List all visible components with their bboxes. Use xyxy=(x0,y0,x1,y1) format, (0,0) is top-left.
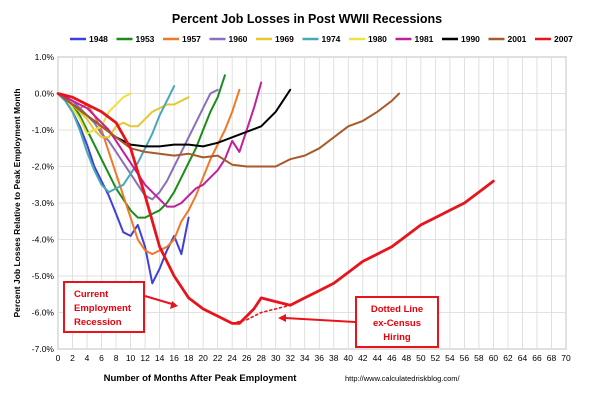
y-tick-labels: 1.0% 0.0% -1.0% -2.0% -3.0% -4.0% -5.0% -6.0% -7… xyxy=(32,52,55,354)
annotation-text-current-3: Recession xyxy=(74,317,122,328)
x-tick-label: 4 xyxy=(85,353,90,363)
x-tick-label: 20 xyxy=(198,353,208,363)
x-tick-label: 42 xyxy=(358,353,368,363)
x-tick-label: 6 xyxy=(99,353,104,363)
x-tick-label: 26 xyxy=(242,353,252,363)
x-tick-label: 32 xyxy=(285,353,295,363)
x-tick-label: 18 xyxy=(184,353,194,363)
annotation-arrow-current xyxy=(144,295,173,305)
legend-label: 1948 xyxy=(89,34,108,44)
annotation-arrowhead-current xyxy=(170,301,178,309)
legend-label: 1974 xyxy=(322,34,341,44)
x-tick-label: 46 xyxy=(387,353,397,363)
x-tick-label: 16 xyxy=(169,353,179,363)
series-line-1948 xyxy=(57,92,190,285)
legend-label: 2007 xyxy=(554,34,573,44)
x-tick-label: 54 xyxy=(445,353,455,363)
x-axis-title: Number of Months After Peak Employment xyxy=(104,373,298,384)
legend-label: 1981 xyxy=(415,34,434,44)
y-tick-label: -3.0% xyxy=(32,198,55,208)
series-line-1974 xyxy=(57,85,176,194)
y-tick-label: 0.0% xyxy=(35,89,55,99)
annotation-ex-census: Dotted Line ex-Census Hiring xyxy=(278,296,439,348)
x-tick-label: 68 xyxy=(547,353,557,363)
y-tick-label: -6.0% xyxy=(32,308,55,318)
annotation-box-current xyxy=(63,281,145,333)
x-tick-label: 38 xyxy=(329,353,339,363)
legend-label: 1980 xyxy=(368,34,387,44)
legend: 1948 1953 1957 1960 1969 1974 1980 1981 1990 2001… xyxy=(70,34,573,44)
annotation-text-census-3: Hiring xyxy=(383,332,411,343)
series-line-1981 xyxy=(57,81,263,208)
x-tick-labels: 0 2 4 6 8 10 12 14 16 18 20 22 24 26 28 30 32 34 36 38 40 42 4… xyxy=(56,353,571,363)
x-tick-label: 2 xyxy=(70,353,75,363)
x-tick-label: 52 xyxy=(431,353,441,363)
series-lines xyxy=(56,74,495,325)
legend-label: 1969 xyxy=(275,34,294,44)
annotation-box-census xyxy=(355,296,439,348)
source-credit: http://www.calculatedriskblog.com/ xyxy=(345,374,461,383)
chart-title: Percent Job Losses in Post WWII Recessio… xyxy=(172,12,442,26)
x-tick-label: 10 xyxy=(126,353,136,363)
annotation-text-census-2: ex-Census xyxy=(373,318,421,329)
x-tick-label: 12 xyxy=(140,353,150,363)
x-tick-label: 60 xyxy=(489,353,499,363)
series-line-1980 xyxy=(57,92,132,135)
x-tick-label: 34 xyxy=(300,353,310,363)
y-tick-label: -4.0% xyxy=(32,235,55,245)
x-tick-label: 24 xyxy=(227,353,237,363)
x-tick-label: 48 xyxy=(402,353,412,363)
legend-label: 1960 xyxy=(229,34,248,44)
y-tick-label: -1.0% xyxy=(32,125,55,135)
legend-label: 1990 xyxy=(461,34,480,44)
annotation-text-census-1: Dotted Line xyxy=(371,304,423,315)
x-tick-label: 64 xyxy=(518,353,528,363)
x-tick-label: 44 xyxy=(373,353,383,363)
y-tick-label: 1.0% xyxy=(35,52,55,62)
annotation-current-recession: Current Employment Recession xyxy=(63,281,178,333)
x-tick-label: 70 xyxy=(561,353,571,363)
legend-label: 1957 xyxy=(182,34,201,44)
x-tick-label: 62 xyxy=(503,353,513,363)
x-tick-label: 50 xyxy=(416,353,426,363)
y-tick-label: -5.0% xyxy=(32,271,55,281)
x-tick-label: 0 xyxy=(56,353,61,363)
annotation-text-current-1: Current xyxy=(74,289,109,300)
x-tick-label: 66 xyxy=(532,353,542,363)
series-line-2007 xyxy=(56,92,495,325)
series-line-2007-ex-census xyxy=(231,304,292,325)
series-line-2001 xyxy=(57,92,401,168)
legend-label: 2001 xyxy=(508,34,527,44)
series-line-1969 xyxy=(57,92,190,139)
annotation-arrowhead-census xyxy=(278,314,286,322)
x-tick-label: 58 xyxy=(474,353,484,363)
x-tick-label: 30 xyxy=(271,353,281,363)
x-tick-label: 56 xyxy=(460,353,470,363)
y-axis-title: Percent Job Losses Relative to Peak Empl… xyxy=(12,88,22,317)
x-tick-label: 40 xyxy=(344,353,354,363)
y-tick-label: -2.0% xyxy=(32,162,55,172)
x-tick-label: 28 xyxy=(256,353,266,363)
y-tick-label: -7.0% xyxy=(32,344,55,354)
x-tick-label: 14 xyxy=(155,353,165,363)
x-tick-label: 22 xyxy=(213,353,223,363)
x-tick-label: 36 xyxy=(315,353,325,363)
annotation-arrow-census xyxy=(284,317,356,323)
x-tick-label: 8 xyxy=(114,353,119,363)
annotation-text-current-2: Employment xyxy=(74,303,132,314)
legend-label: 1953 xyxy=(136,34,155,44)
